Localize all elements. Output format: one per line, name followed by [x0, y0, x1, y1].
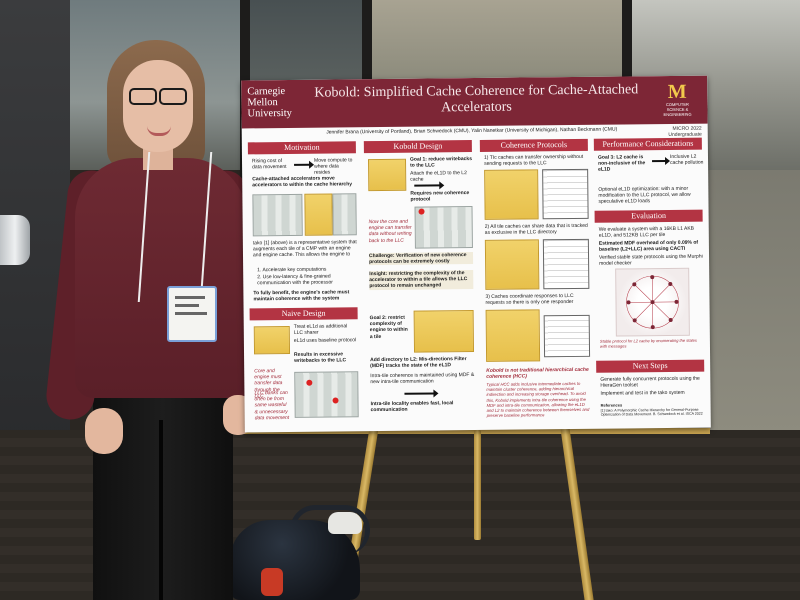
protocol-figure-3 — [486, 309, 541, 362]
kobold-figure — [368, 159, 406, 191]
um-logo: M COMPUTER SCIENCE & ENGINEERING — [657, 82, 697, 117]
evaluation-point-3: Verified stable state protocols using th… — [599, 254, 703, 267]
section-performance: Performance Considerations — [594, 138, 702, 151]
section-naive-design: Naive Design — [250, 307, 358, 320]
naive-figure — [254, 326, 290, 354]
kobold-fig-note: Now the core and engine can transfer dat… — [369, 219, 413, 244]
motivation-body: tako [1] (above) is a representative sys… — [253, 239, 357, 259]
motivation-list-2: 2. Use low-latency & fine-grained commun… — [257, 273, 357, 286]
motivation-flow-left: Rising cost of data movement — [252, 158, 292, 171]
coherence-point-2: 2) All tile caches can share data that i… — [485, 223, 589, 236]
section-kobold-design: Kobold Design — [364, 140, 472, 153]
section-evaluation: Evaluation — [595, 210, 703, 223]
marker-icon — [419, 209, 425, 215]
kobold-goal-1: Goal 1: reduce writebacks to the LLC — [410, 156, 472, 169]
water-bottle — [261, 568, 283, 596]
coherence-point-3: 3) Caches coordinate responses to LLC re… — [485, 293, 589, 306]
section-next-steps: Next Steps — [596, 360, 704, 373]
protocol-figure-1 — [484, 169, 539, 220]
cmu-logo: Carnegie Mellon University — [247, 86, 305, 120]
poster-title: Kobold: Simplified Cache Coherence for C… — [311, 82, 641, 117]
marker-icon — [306, 380, 312, 386]
evaluation-point-2: Estimated MDF overhead of only 0.09% of … — [599, 240, 703, 253]
state-graph-figure — [615, 268, 690, 337]
paper-tissue — [328, 512, 362, 534]
kobold-add-directory: Add directory to L2: Mis-directions Filt… — [370, 356, 474, 369]
tako-figure — [252, 194, 302, 237]
naive-flow-figure — [294, 371, 358, 418]
mdf-figure — [414, 310, 474, 353]
motivation-flow-right: Move compute to where data resides — [314, 157, 356, 176]
poster-authors: Jennifer Brana (University of Portland),… — [282, 126, 662, 136]
name-badge — [167, 286, 217, 342]
kobold-locality: Intra-tile locality enables fast, local … — [371, 400, 475, 413]
kobold-insight: Insight: restricting the complexity of t… — [369, 270, 473, 290]
kobold-intra-tile: Intra-tile coherence is maintained using… — [370, 372, 474, 385]
face — [123, 60, 193, 152]
coherence-point-1: 1) TIc caches can transfer ownership wit… — [484, 154, 588, 167]
protocol-table-1 — [542, 169, 589, 219]
motivation-lead: Cache-attached accelerators move acceler… — [252, 175, 356, 188]
performance-goal: Goal 3: L2 cache is non-inclusive of the… — [598, 154, 650, 173]
door-handle — [0, 215, 30, 265]
arrow-icon — [414, 184, 440, 186]
section-motivation: Motivation — [248, 141, 356, 154]
arrow-icon — [652, 160, 666, 162]
next-step-2: Implement and test in the tako system — [600, 390, 704, 397]
arrow-icon — [294, 164, 310, 166]
coherence-footer-body: Typical HCC adds inclusive intermediate … — [486, 381, 590, 419]
left-hand — [85, 408, 123, 454]
references-text: [1] tako: A Polymorphic Cache Hierarchy … — [601, 408, 705, 418]
evaluation-fig-note: Stable protocol for L2 cache by enumerat… — [600, 338, 704, 349]
easel-leg — [474, 430, 481, 540]
marker-icon — [332, 397, 338, 403]
naive-bullet-1: Treat eL1d as additional LLC sharer — [294, 323, 358, 336]
lanyard — [138, 152, 212, 302]
motivation-conclusion: To fully benefit, the engine's cache mus… — [253, 289, 357, 302]
next-step-1: Generate fully concurrent protocols usin… — [600, 376, 704, 389]
research-poster: Carnegie Mellon University Kobold: Simpl… — [241, 76, 711, 433]
performance-goal-detail: Inclusive L2 cache pollution — [670, 154, 704, 167]
naive-bullet-2: eL1d uses baseline protocol — [294, 337, 358, 344]
tile-figure — [304, 194, 332, 236]
kobold-goal-2: Goal 2: restrict complexity of engine to… — [370, 315, 410, 340]
protocol-table-2 — [543, 239, 590, 289]
evaluation-point-1: We evaluate a system with a 16KB L1 AKB … — [599, 226, 703, 239]
performance-optional: Optional eL1D optimization: with a minor… — [598, 186, 702, 206]
glasses-icon — [129, 88, 187, 104]
section-coherence-protocols: Coherence Protocols — [480, 139, 588, 152]
kobold-challenge: Challenge: Verification of new coherence… — [369, 252, 473, 265]
protocol-table-3 — [544, 315, 590, 357]
tile-figure — [332, 193, 356, 235]
naive-result: Results in excessive writebacks to the L… — [294, 351, 358, 364]
naive-fig-note-2: LLC banks can often be from same wastefu… — [254, 390, 290, 421]
protocol-figure-2 — [485, 239, 540, 290]
presenter — [55, 40, 255, 600]
state-graph-icon — [616, 269, 689, 336]
arrow-icon — [404, 392, 434, 394]
kobold-requires: Requires new coherence protocol — [410, 190, 472, 203]
poster-header: Carnegie Mellon University Kobold: Simpl… — [241, 76, 707, 129]
coherence-footer-title: Kobold is not traditional hierarchical c… — [486, 367, 590, 380]
